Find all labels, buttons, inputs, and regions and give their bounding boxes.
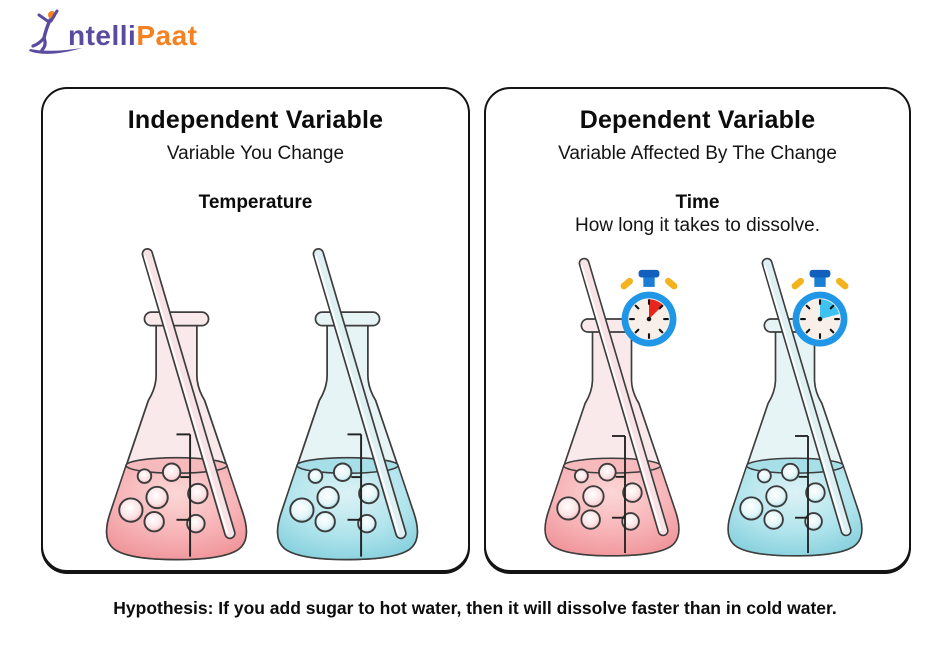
leaping-person-icon [29,9,82,54]
panel-title: Independent Variable [127,106,384,134]
logo-text-paat: Paat [136,20,198,51]
graduation-marks [612,435,626,553]
graduation-marks [347,433,363,557]
stirring-rod [578,257,669,537]
dependent-variable-panel: Dependent Variable Variable Affected By … [484,87,911,572]
stirring-rod [761,257,852,537]
flask-rim [143,311,210,327]
graduation-marks [795,435,809,553]
stopwatch-icon [620,269,678,347]
panel-subtitle: Variable Affected By The Change [558,143,837,164]
independent-variable-panel: Independent Variable Variable You Change… [41,87,470,572]
hypothesis-text: Hypothesis: If you add sugar to hot wate… [113,598,837,618]
graduation-marks [176,433,192,557]
elapsed-time-wedge [649,299,663,320]
flask-cold-water [276,248,419,561]
bubbles [739,462,826,531]
bubbles [289,462,380,534]
stopwatch-icon [791,269,849,347]
flask-rim [314,311,381,327]
elapsed-time-wedge [820,299,840,320]
panel-title: Dependent Variable [579,106,816,134]
panel-variable-label: Temperature [198,192,313,213]
stirring-rod [312,248,407,540]
logo-text-intelli: ntelli [68,20,137,51]
bubbles [556,462,643,531]
panel-variable-label: Time [675,192,720,213]
flask-hot-water [105,248,248,561]
clock-ticks [629,299,669,340]
panel-variable-description: How long it takes to dissolve. [574,215,820,236]
clock-ticks [800,299,840,340]
intellipaat-logo: ntelliPaat [26,8,198,60]
logo-wordmark: ntelliPaat [68,20,198,60]
bubbles [118,462,209,534]
stirring-rod [141,248,236,540]
flask-hot-water [544,257,680,557]
panel-subtitle: Variable You Change [166,143,345,164]
flask-cold-water [727,257,863,557]
